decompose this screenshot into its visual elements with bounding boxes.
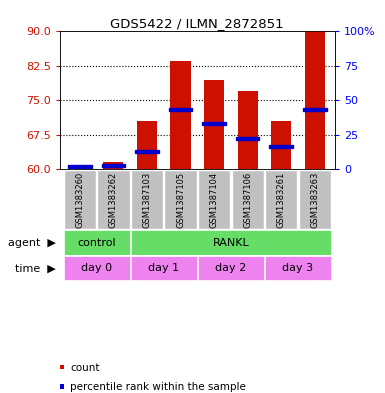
Bar xyxy=(135,150,159,152)
Text: GSM1383261: GSM1383261 xyxy=(277,171,286,228)
Text: GSM1387103: GSM1387103 xyxy=(142,171,151,228)
Text: day 2: day 2 xyxy=(215,263,246,273)
Text: GSM1383260: GSM1383260 xyxy=(75,171,84,228)
Bar xyxy=(231,170,264,229)
Text: percentile rank within the sample: percentile rank within the sample xyxy=(70,382,246,392)
Bar xyxy=(265,170,297,229)
Bar xyxy=(97,170,129,229)
Bar xyxy=(238,91,258,169)
Text: control: control xyxy=(77,238,116,248)
Bar xyxy=(64,256,129,281)
Text: GSM1383262: GSM1383262 xyxy=(109,171,118,228)
Bar xyxy=(137,121,157,169)
Bar xyxy=(103,162,124,169)
Bar xyxy=(271,121,291,169)
Bar xyxy=(270,145,293,149)
Text: time  ▶: time ▶ xyxy=(15,263,56,273)
Text: GSM1387106: GSM1387106 xyxy=(243,171,252,228)
Bar xyxy=(64,170,96,229)
Bar xyxy=(131,230,331,255)
Bar xyxy=(198,170,230,229)
Bar xyxy=(236,137,259,140)
Bar xyxy=(305,27,325,169)
Text: day 1: day 1 xyxy=(148,263,179,273)
Text: RANKL: RANKL xyxy=(213,238,249,248)
Bar xyxy=(164,170,197,229)
Bar xyxy=(68,165,92,169)
Bar xyxy=(204,79,224,169)
Bar xyxy=(303,108,326,111)
Bar xyxy=(265,256,331,281)
Bar xyxy=(198,256,264,281)
Bar xyxy=(131,256,197,281)
Bar xyxy=(169,108,192,111)
Bar xyxy=(131,170,163,229)
Text: count: count xyxy=(70,362,100,373)
Title: GDS5422 / ILMN_2872851: GDS5422 / ILMN_2872851 xyxy=(110,17,284,30)
Bar xyxy=(70,168,90,169)
Bar xyxy=(102,164,125,167)
Bar xyxy=(203,122,226,125)
Text: GSM1387105: GSM1387105 xyxy=(176,171,185,228)
Bar xyxy=(64,230,129,255)
Text: GSM1383263: GSM1383263 xyxy=(310,171,319,228)
Text: day 3: day 3 xyxy=(283,263,314,273)
Text: day 0: day 0 xyxy=(81,263,112,273)
Text: agent  ▶: agent ▶ xyxy=(8,238,56,248)
Bar xyxy=(171,61,191,169)
Text: GSM1387104: GSM1387104 xyxy=(209,171,219,228)
Bar xyxy=(299,170,331,229)
